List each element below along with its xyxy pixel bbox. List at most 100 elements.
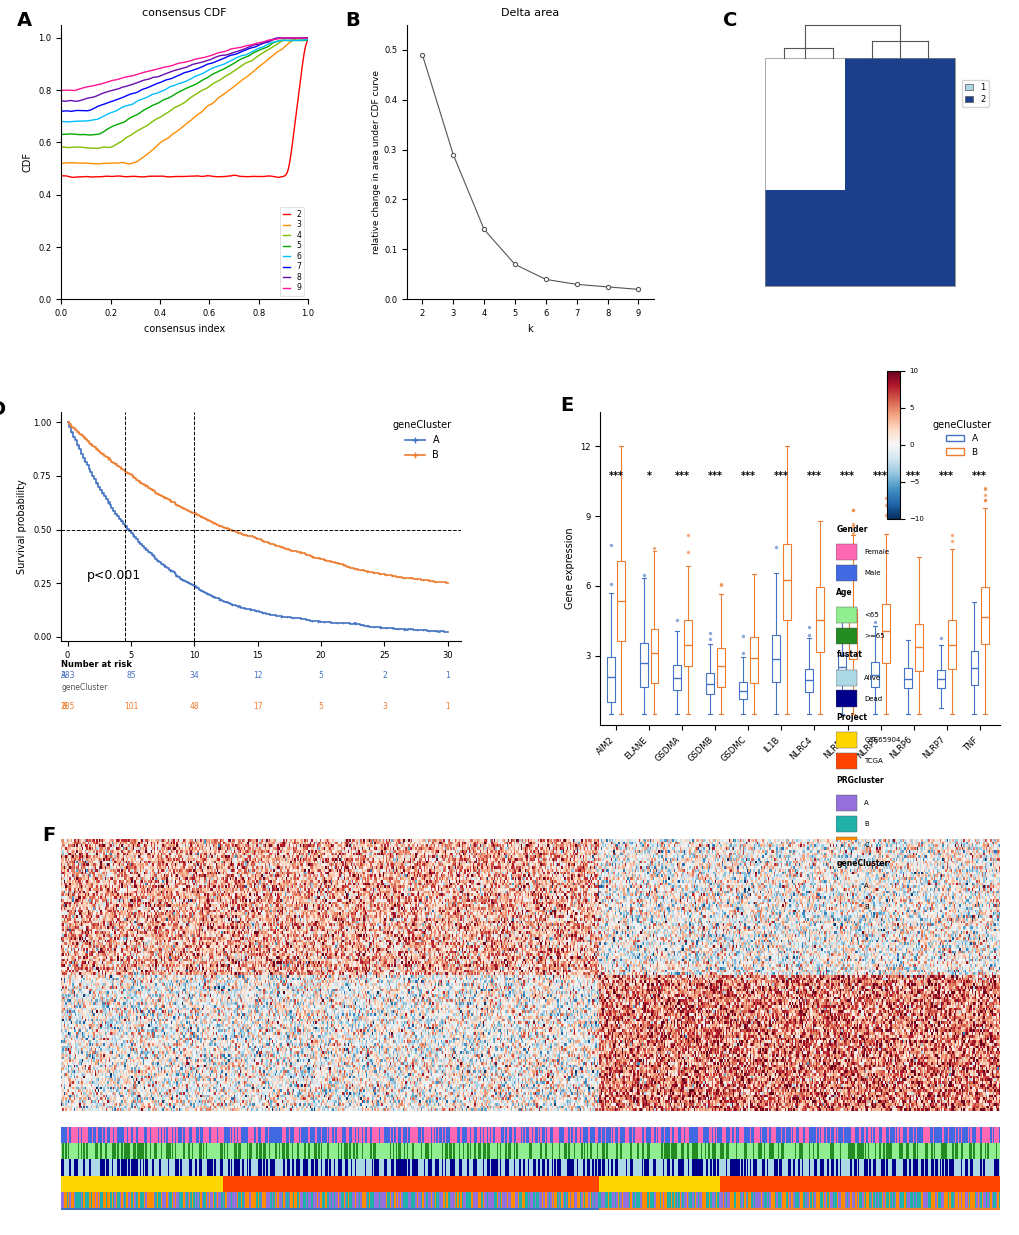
8 <box>59 94 71 109</box>
5 <box>202 69 214 84</box>
PathPatch shape <box>881 604 889 663</box>
PathPatch shape <box>815 588 823 652</box>
3 <box>264 51 276 65</box>
Line: 9: 9 <box>61 38 308 90</box>
Text: 1: 1 <box>445 671 449 680</box>
8 <box>207 51 219 65</box>
Text: D: D <box>0 400 5 419</box>
2 <box>203 168 215 183</box>
6 <box>264 36 276 51</box>
B <box>76 430 89 445</box>
9 <box>302 31 314 46</box>
2 <box>279 168 291 183</box>
Text: Number at risk: Number at risk <box>61 661 131 669</box>
Bar <box>836 899 856 915</box>
5 <box>280 33 292 48</box>
Line: 2: 2 <box>61 41 308 178</box>
Text: ***: *** <box>840 472 854 482</box>
PathPatch shape <box>606 657 614 701</box>
Bar <box>836 566 856 582</box>
Text: B: B <box>344 11 360 30</box>
Text: geneCluster: geneCluster <box>836 860 888 868</box>
Legend: A, B: A, B <box>928 416 995 461</box>
5 <box>264 37 276 52</box>
9 <box>55 83 67 98</box>
9 <box>264 32 276 47</box>
Line: 3: 3 <box>61 38 308 164</box>
4 <box>279 33 291 48</box>
Y-axis label: Survival probability: Survival probability <box>17 479 28 574</box>
Text: Dead: Dead <box>863 695 881 701</box>
3 <box>55 156 67 170</box>
Text: GSE65904: GSE65904 <box>863 737 900 743</box>
3 <box>93 157 105 172</box>
Line: 5: 5 <box>61 40 308 135</box>
6 <box>61 115 73 130</box>
Bar <box>836 815 856 832</box>
7 <box>280 31 292 46</box>
7 <box>278 31 290 46</box>
PathPatch shape <box>705 673 713 694</box>
B <box>422 573 434 588</box>
FancyBboxPatch shape <box>764 58 844 190</box>
Text: ***: *** <box>773 472 788 482</box>
PathPatch shape <box>673 664 681 690</box>
Bar <box>836 606 856 622</box>
Text: 34: 34 <box>190 671 199 680</box>
PathPatch shape <box>980 587 988 645</box>
PathPatch shape <box>771 635 780 683</box>
6 <box>300 32 312 47</box>
B <box>163 493 175 508</box>
PathPatch shape <box>739 682 746 699</box>
Text: ***: *** <box>806 472 821 482</box>
9 <box>202 49 214 64</box>
9 <box>203 48 215 63</box>
Text: PRGcluster: PRGcluster <box>836 776 883 784</box>
5 <box>302 33 314 48</box>
5 <box>207 67 219 82</box>
A <box>409 622 421 637</box>
Text: 48: 48 <box>190 701 199 711</box>
8 <box>302 31 314 46</box>
Bar <box>836 732 856 748</box>
4 <box>56 140 68 154</box>
Text: A: A <box>863 883 868 889</box>
2 <box>264 169 276 184</box>
4 <box>302 33 314 48</box>
5 <box>84 127 96 142</box>
8 <box>202 53 214 68</box>
PathPatch shape <box>716 648 723 687</box>
2 <box>302 33 314 48</box>
Text: E: E <box>559 395 573 415</box>
Y-axis label: Gene expression: Gene expression <box>564 527 574 609</box>
Text: 5: 5 <box>318 701 323 711</box>
Text: B: B <box>863 821 868 826</box>
Legend: A, B: A, B <box>388 416 455 464</box>
2 <box>207 169 219 184</box>
A <box>422 624 434 638</box>
4 <box>92 141 104 156</box>
5 <box>203 69 215 84</box>
4 <box>55 140 67 154</box>
Text: B: B <box>863 904 868 910</box>
2 <box>56 168 68 183</box>
Text: Gender: Gender <box>836 525 867 534</box>
6 <box>203 63 215 78</box>
Line: 8: 8 <box>61 38 308 101</box>
Text: C: C <box>863 841 868 847</box>
Bar <box>836 690 856 706</box>
FancyBboxPatch shape <box>844 190 954 285</box>
2 <box>66 170 78 185</box>
3 <box>203 98 215 112</box>
9 <box>207 47 219 62</box>
Title: consensus CDF: consensus CDF <box>143 9 226 19</box>
PathPatch shape <box>804 669 812 692</box>
Text: Male: Male <box>863 571 879 577</box>
Text: ***: *** <box>971 472 986 482</box>
Text: >=65: >=65 <box>863 632 883 638</box>
6 <box>207 61 219 75</box>
7 <box>56 104 68 119</box>
Line: B: B <box>67 422 447 583</box>
A <box>163 562 175 577</box>
7 <box>264 33 276 48</box>
